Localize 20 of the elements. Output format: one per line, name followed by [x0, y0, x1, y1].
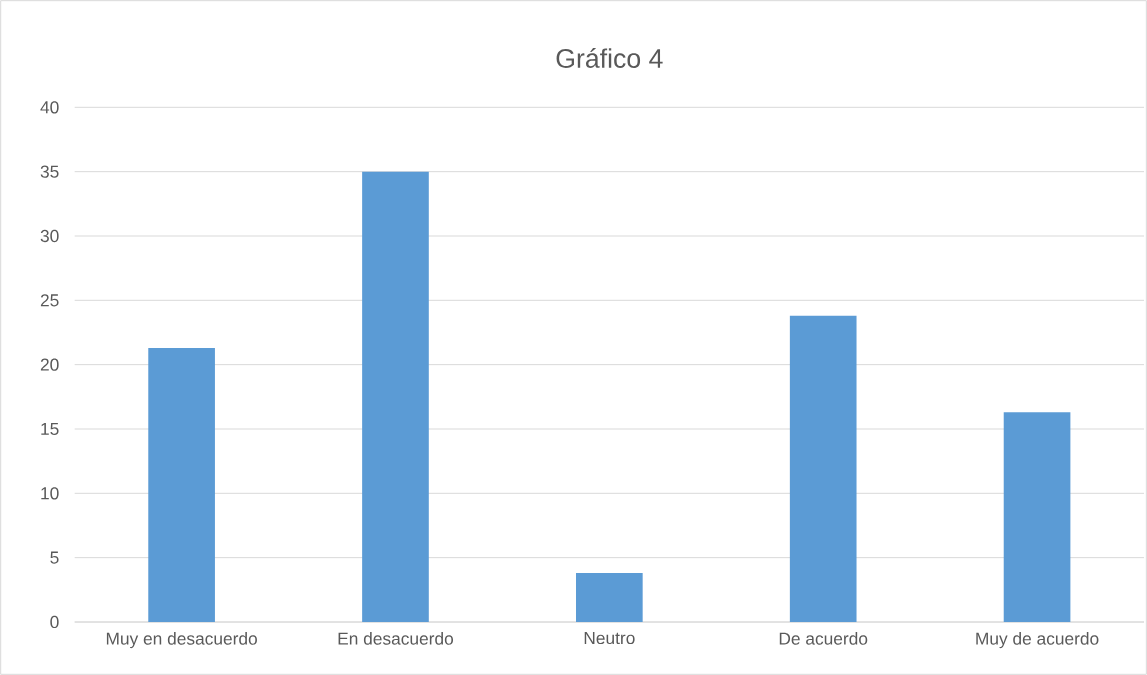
bar: [789, 315, 857, 622]
y-tick-label: 15: [41, 422, 59, 436]
bar: [148, 347, 215, 622]
chart-title: Gráfico 4: [556, 48, 663, 68]
y-tick-label: 20: [40, 358, 59, 371]
y-tick-label: 40: [40, 101, 59, 114]
bar: [362, 171, 429, 622]
x-tick-label: De acuerdo: [779, 632, 868, 645]
x-tick-label: Neutro: [584, 632, 635, 645]
x-tick-label: Muy en desacuerdo: [106, 632, 257, 649]
bar: [1003, 412, 1071, 622]
y-tick-label: 5: [50, 551, 59, 564]
y-tick-label: 30: [40, 229, 59, 243]
x-tick-label: Muy de acuerdo: [976, 632, 1099, 649]
bar: [576, 573, 643, 622]
y-tick-label: 10: [41, 487, 59, 500]
y-tick-label: 35: [40, 165, 59, 178]
y-tick-label: 0: [50, 615, 59, 629]
x-tick-label: En desacuerdo: [338, 632, 453, 645]
y-tick-label: 25: [40, 294, 59, 307]
